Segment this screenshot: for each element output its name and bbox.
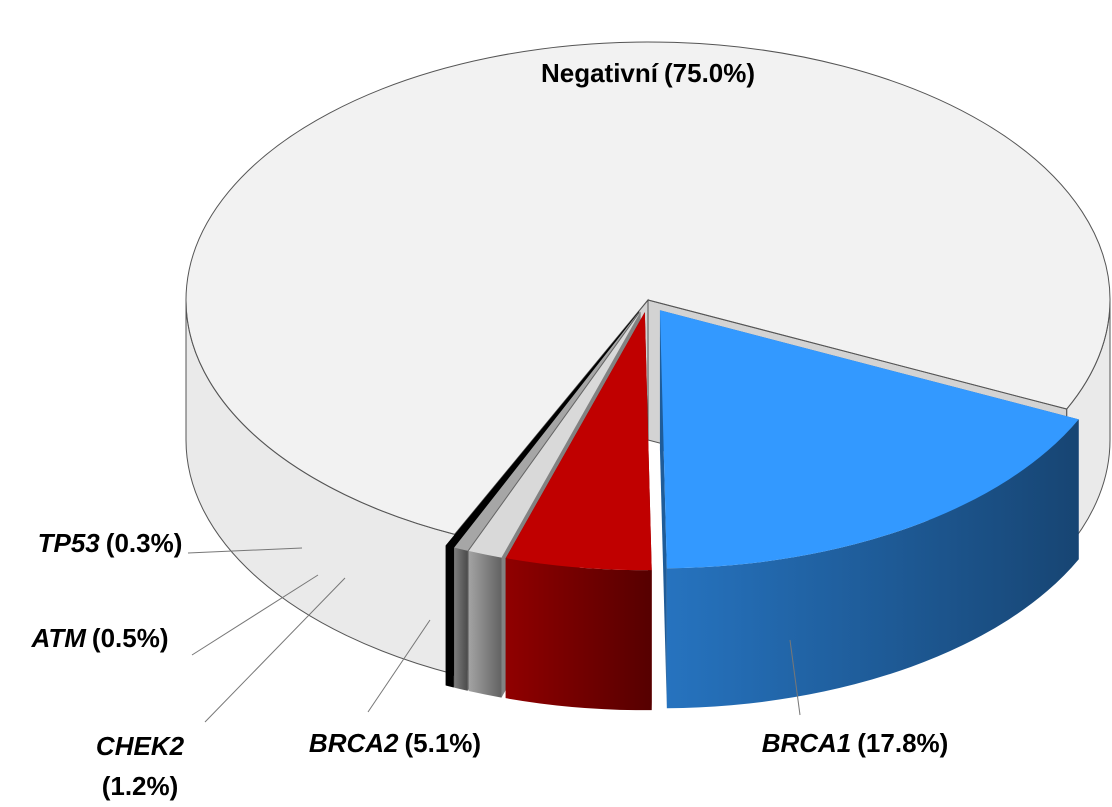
slice-top [454, 311, 640, 551]
slice-label: CHEK2 (1.2%) [96, 731, 185, 801]
leader-line [187, 547, 303, 554]
leader-line [204, 577, 346, 723]
leader-line [367, 619, 431, 713]
category-name: BRCA1 [762, 728, 852, 758]
value-label: (5.1%) [405, 728, 482, 758]
slice-side [454, 547, 468, 691]
pie-slice [505, 312, 652, 711]
value-label: (0.5%) [92, 623, 169, 653]
value-label: (1.2%) [102, 771, 179, 801]
slice-top [505, 312, 652, 571]
category-name: TP53 [38, 528, 101, 558]
category-name: Negativní [541, 58, 659, 88]
slice-cut-face [659, 310, 667, 709]
value-label: (17.8%) [857, 728, 948, 758]
slice-top [659, 310, 1079, 569]
value-label: (75.0%) [664, 58, 755, 88]
leader-line [191, 574, 319, 656]
category-name: ATM [31, 623, 88, 653]
leader-line [789, 639, 801, 716]
slice-label: BRCA1 (17.8%) [762, 728, 949, 758]
value-label: (0.3%) [106, 528, 183, 558]
slice-label: BRCA2 (5.1%) [309, 728, 481, 758]
slice-side [505, 558, 652, 711]
slice-top [445, 311, 639, 548]
category-name: BRCA2 [309, 728, 399, 758]
slice-top [468, 311, 641, 558]
pie-slice [659, 310, 1079, 709]
slice-label: TP53 (0.3%) [38, 528, 183, 558]
slice-side [666, 419, 1079, 709]
category-name: CHEK2 [96, 731, 185, 761]
slice-side [468, 551, 502, 698]
slice-side [445, 545, 454, 688]
slice-label: ATM (0.5%) [31, 623, 169, 653]
slice-top [185, 41, 1111, 535]
slice-label: Negativní (75.0%) [541, 58, 755, 88]
